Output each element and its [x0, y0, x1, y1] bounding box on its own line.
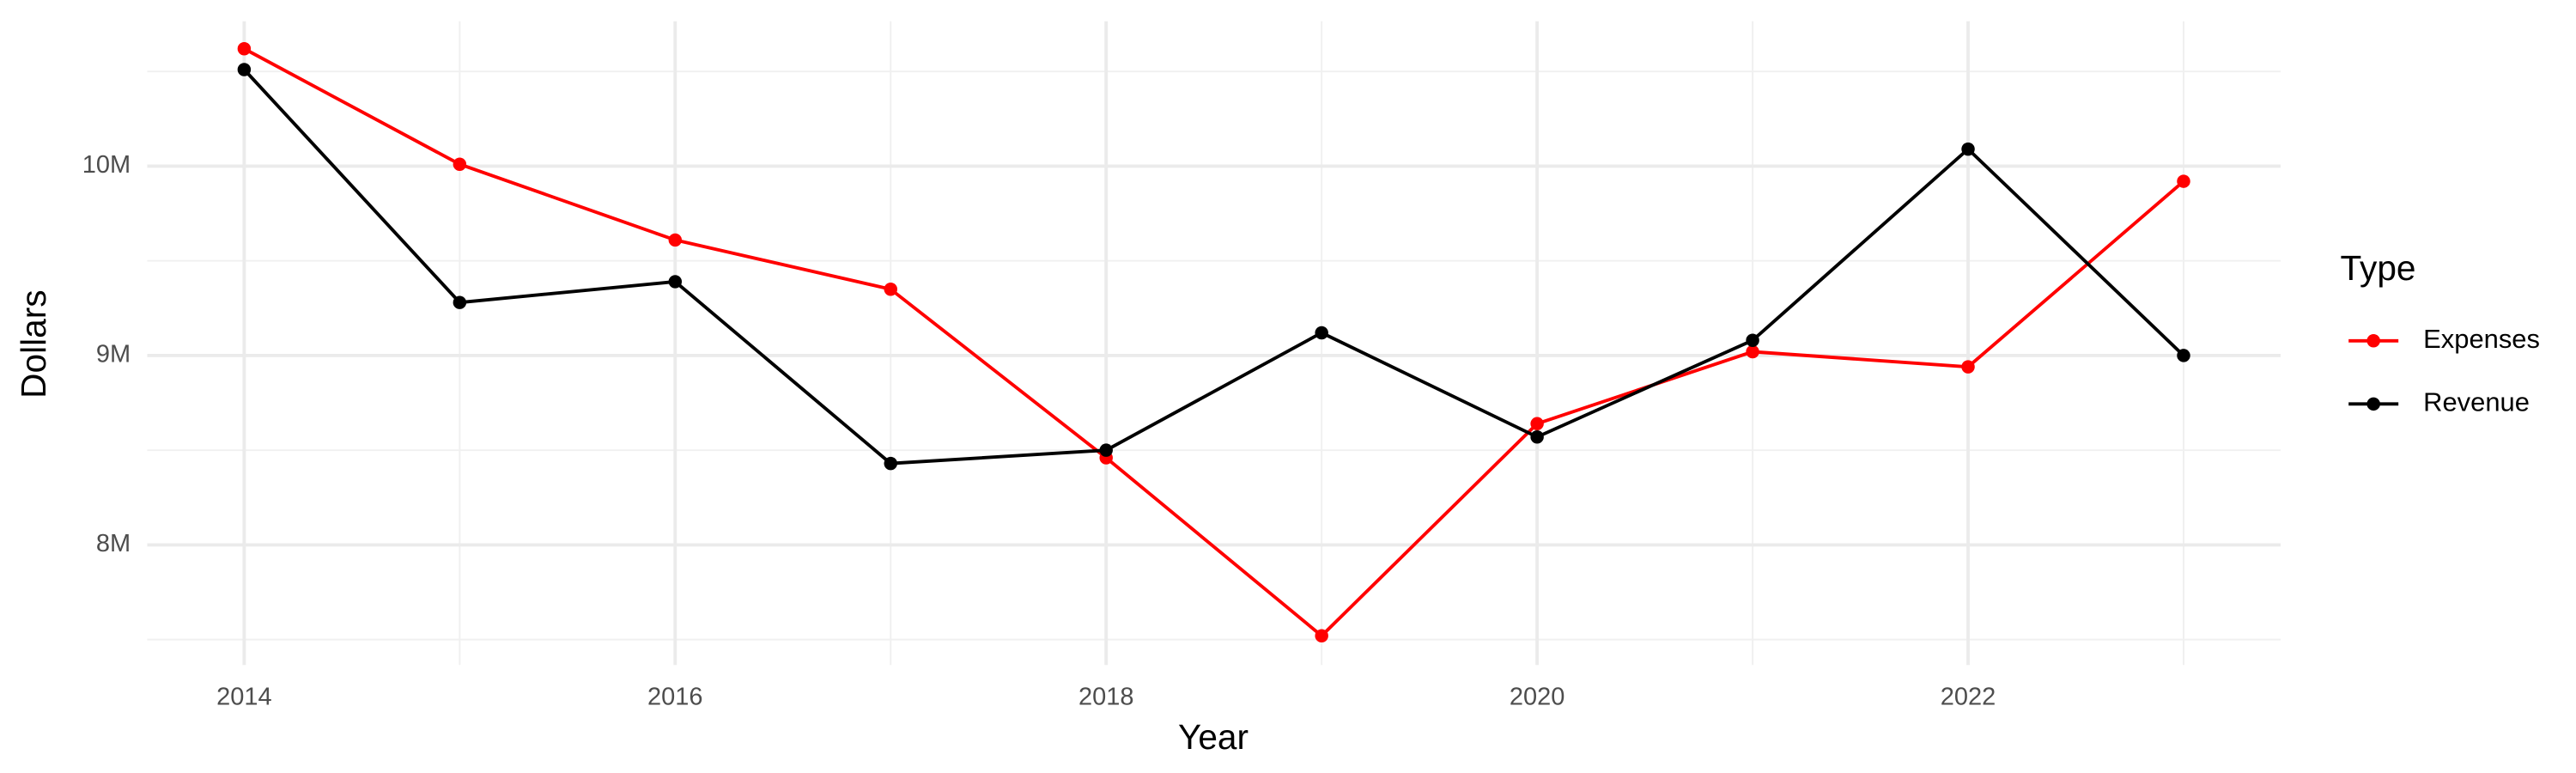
data-point	[1961, 142, 1975, 156]
y-tick-label: 10M	[82, 151, 131, 179]
data-point	[453, 157, 467, 171]
data-point	[1099, 443, 1113, 457]
data-point	[668, 233, 683, 247]
x-tick-label: 2022	[1941, 684, 1996, 711]
data-point	[1315, 629, 1328, 642]
data-point	[2177, 349, 2190, 362]
y-axis-title: Dollars	[14, 289, 53, 398]
legend-label: Expenses	[2423, 324, 2540, 354]
data-point	[1961, 360, 1975, 374]
x-tick-label: 2014	[216, 684, 271, 711]
x-tick-label: 2018	[1078, 684, 1133, 711]
data-point	[884, 283, 897, 296]
x-tick-label: 2016	[647, 684, 702, 711]
legend-title: Type	[2341, 248, 2416, 288]
data-point	[237, 42, 252, 56]
series-line	[243, 47, 2185, 638]
legend-point	[2366, 334, 2380, 348]
x-axis-title: Year	[1178, 717, 1249, 757]
legend-point	[2366, 397, 2380, 411]
data-point	[453, 295, 467, 309]
data-point	[1530, 429, 1544, 444]
data-point	[1315, 326, 1328, 340]
legend-label: Revenue	[2423, 386, 2530, 417]
data-point	[884, 456, 897, 471]
y-tick-label: 9M	[96, 341, 131, 368]
series-line	[242, 68, 2185, 466]
data-point	[668, 275, 683, 289]
data-point	[1530, 417, 1544, 431]
x-tick-label: 2020	[1510, 684, 1564, 711]
y-tick-label: 8M	[96, 530, 131, 557]
data-point	[237, 63, 252, 76]
data-point	[1746, 333, 1759, 348]
data-point	[1746, 344, 1759, 359]
data-point	[2177, 174, 2190, 188]
